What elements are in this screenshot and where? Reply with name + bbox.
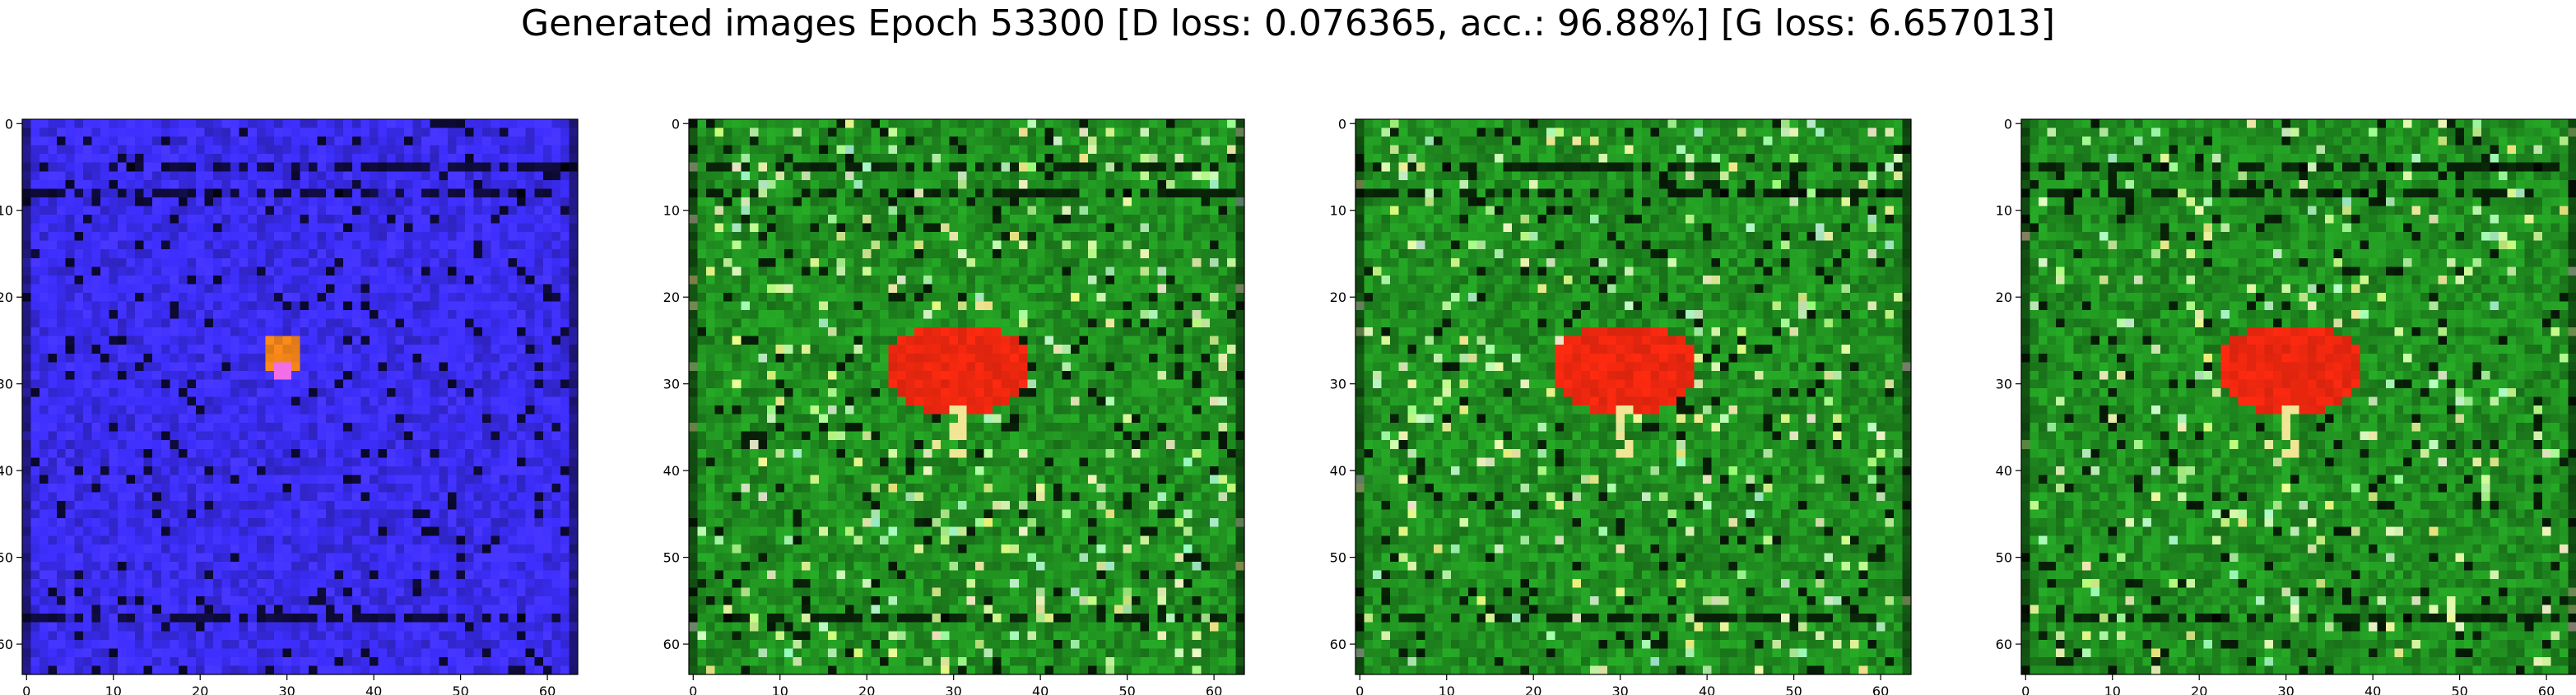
- axes-frame: [1355, 118, 1912, 675]
- y-tick-label: 20: [0, 290, 13, 305]
- generated-image: [1355, 119, 1911, 674]
- y-tick-label: 0: [2004, 116, 2012, 132]
- y-tick-label: 30: [0, 377, 13, 392]
- x-tick-label: 0: [22, 683, 30, 695]
- y-tick-label: 30: [663, 377, 680, 392]
- generated-image: [689, 119, 1244, 674]
- y-tick-label: 0: [1338, 116, 1346, 132]
- y-tick-label: 60: [0, 637, 13, 652]
- y-tick-label: 20: [1330, 290, 1346, 305]
- x-tick-label: 60: [539, 683, 556, 695]
- y-tick-label: 40: [1330, 463, 1346, 479]
- image-plot: 0 10 20 30 40 50 60 0 10 20 30 40 50 60: [663, 116, 1245, 695]
- x-tick-label: 30: [1612, 683, 1629, 695]
- axes-frame: [21, 118, 579, 675]
- y-tick-label: 60: [1330, 637, 1346, 652]
- axes-frame: [688, 118, 1245, 675]
- y-tick-label: 50: [1996, 550, 2012, 566]
- y-tick-label: 10: [0, 203, 13, 219]
- x-tick-label: 10: [2104, 683, 2121, 695]
- y-tick-label: 30: [1996, 377, 2012, 392]
- x-tick-label: 40: [2364, 683, 2381, 695]
- x-tick-label: 50: [1118, 683, 1135, 695]
- x-tick-label: 30: [2278, 683, 2295, 695]
- x-tick-label: 40: [365, 683, 382, 695]
- subplot-1: 0 10 20 30 40 50 60 0 10 20 30 40 50 60: [0, 116, 579, 695]
- y-tick-label: 60: [1996, 637, 2012, 652]
- y-tick-label: 20: [663, 290, 680, 305]
- x-tick-label: 20: [2191, 683, 2207, 695]
- image-plot: 0 10 20 30 40 50 60 0 10 20 30 40 50 60: [1330, 116, 1912, 695]
- x-tick-label: 50: [452, 683, 468, 695]
- y-tick-label: 0: [5, 116, 13, 132]
- x-tick-label: 50: [1785, 683, 1802, 695]
- subplot-3: 0 10 20 30 40 50 60 0 10 20 30 40 50 60: [1330, 116, 1912, 695]
- axes-frame: [2020, 118, 2576, 675]
- y-tick-label: 10: [1996, 203, 2012, 219]
- x-tick-label: 40: [1032, 683, 1049, 695]
- image-plot: 0 10 20 30 40 50 60 0 10 20 30 40 50 60: [0, 116, 579, 695]
- x-tick-label: 20: [192, 683, 208, 695]
- x-tick-label: 30: [279, 683, 295, 695]
- y-tick-label: 40: [0, 463, 13, 479]
- image-plot: 0 10 20 30 40 50 60 0 10 20 30 40 50 60: [1996, 116, 2576, 695]
- x-tick-label: 50: [2451, 683, 2467, 695]
- x-tick-label: 60: [1872, 683, 1889, 695]
- y-tick-label: 40: [663, 463, 680, 479]
- y-tick-label: 20: [1996, 290, 2012, 305]
- y-tick-label: 50: [1330, 550, 1346, 566]
- subplot-2: 0 10 20 30 40 50 60 0 10 20 30 40 50 60: [663, 116, 1245, 695]
- y-tick-label: 0: [672, 116, 680, 132]
- x-tick-label: 10: [1439, 683, 1455, 695]
- subplot-4: 0 10 20 30 40 50 60 0 10 20 30 40 50 60: [1996, 116, 2576, 695]
- generated-image: [2021, 119, 2576, 674]
- generated-image: [22, 119, 578, 674]
- x-tick-label: 20: [1525, 683, 1541, 695]
- x-tick-label: 60: [2538, 683, 2555, 695]
- x-tick-label: 10: [105, 683, 122, 695]
- y-tick-label: 50: [663, 550, 680, 566]
- x-tick-label: 30: [946, 683, 962, 695]
- x-tick-label: 0: [1355, 683, 1364, 695]
- y-tick-label: 10: [663, 203, 680, 219]
- x-tick-label: 0: [689, 683, 697, 695]
- x-tick-label: 20: [858, 683, 875, 695]
- y-tick-label: 40: [1996, 463, 2012, 479]
- x-tick-label: 0: [2021, 683, 2030, 695]
- figure-title: Generated images Epoch 53300 [D loss: 0.…: [520, 2, 2056, 44]
- x-tick-label: 40: [1699, 683, 1715, 695]
- y-tick-label: 50: [0, 550, 13, 566]
- y-tick-label: 10: [1330, 203, 1346, 219]
- y-tick-label: 60: [663, 637, 680, 652]
- x-tick-label: 10: [772, 683, 788, 695]
- x-tick-label: 60: [1206, 683, 1222, 695]
- y-tick-label: 30: [1330, 377, 1346, 392]
